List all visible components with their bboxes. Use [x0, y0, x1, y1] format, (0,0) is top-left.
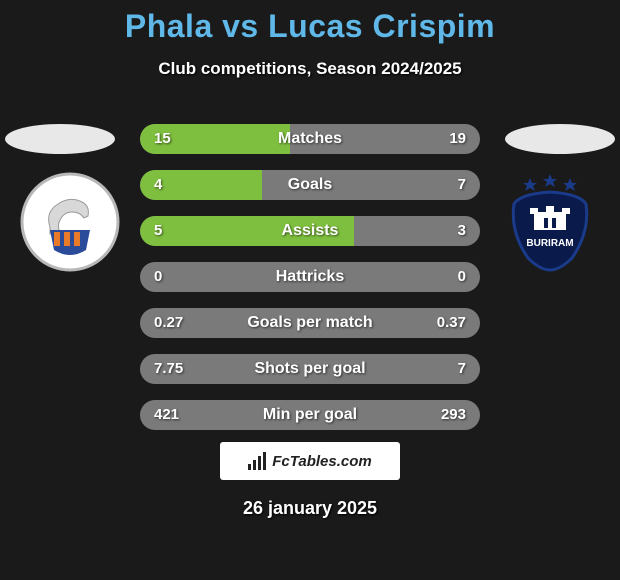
logo-text: FcTables.com — [272, 453, 371, 470]
stat-label: Goals — [140, 170, 480, 200]
stat-row: 00Hattricks — [140, 262, 480, 292]
stat-label: Matches — [140, 124, 480, 154]
player2-name: Lucas Crispim — [268, 8, 495, 44]
stat-row: 47Goals — [140, 170, 480, 200]
title-separator: vs — [222, 8, 259, 44]
player2-club-badge: BURIRAM — [500, 172, 600, 272]
stat-row: 53Assists — [140, 216, 480, 246]
player1-platform — [5, 124, 115, 154]
stat-label: Shots per goal — [140, 354, 480, 384]
player2-platform — [505, 124, 615, 154]
stat-row: 421293Min per goal — [140, 400, 480, 430]
comparison-title: Phala vs Lucas Crispim — [0, 0, 620, 45]
stat-row: 1519Matches — [140, 124, 480, 154]
stats-container: 1519Matches 47Goals 53Assists 00Hattricks 0.… — [140, 124, 480, 446]
stat-label: Assists — [140, 216, 480, 246]
player1-club-badge — [20, 172, 120, 272]
stat-label: Goals per match — [140, 308, 480, 338]
stat-label: Min per goal — [140, 400, 480, 430]
player1-name: Phala — [125, 8, 213, 44]
badge-text: BURIRAM — [526, 238, 573, 249]
stat-label: Hattricks — [140, 262, 480, 292]
stat-row: 7.757Shots per goal — [140, 354, 480, 384]
logo-bars-icon — [248, 452, 266, 470]
subtitle: Club competitions, Season 2024/2025 — [0, 59, 620, 79]
stat-row: 0.270.37Goals per match — [140, 308, 480, 338]
date-label: 26 january 2025 — [0, 498, 620, 519]
fctables-logo: FcTables.com — [220, 442, 400, 480]
